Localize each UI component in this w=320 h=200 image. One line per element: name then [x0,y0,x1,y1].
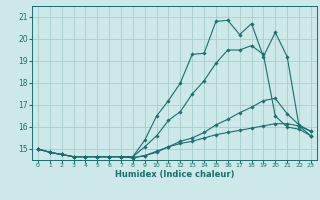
X-axis label: Humidex (Indice chaleur): Humidex (Indice chaleur) [115,170,234,179]
